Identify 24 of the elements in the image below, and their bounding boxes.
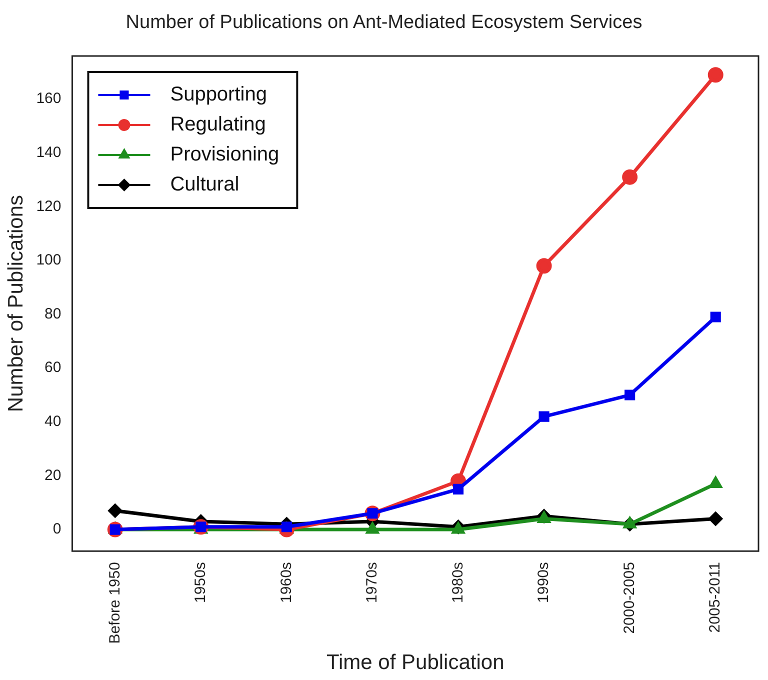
- y-axis-title: Number of Publications: [4, 194, 28, 412]
- x-axis-title: Time of Publication: [326, 651, 504, 674]
- x-tick-label: 2000-2005: [620, 562, 638, 634]
- y-tick-label: 140: [36, 144, 62, 161]
- x-tick-label: 1980s: [449, 562, 466, 603]
- x-tick-label: 2005-2011: [706, 562, 724, 633]
- x-tick-label: 1950s: [192, 562, 210, 603]
- y-tick-label: 160: [36, 90, 62, 108]
- y-tick-label: 100: [36, 252, 62, 269]
- x-tick-label: 1960s: [278, 562, 295, 603]
- legend-label: Cultural: [170, 174, 240, 196]
- y-tick-label: 60: [44, 359, 62, 376]
- x-tick-label: Before 1950: [106, 562, 124, 644]
- y-tick-label: 120: [36, 198, 62, 215]
- chart-title: Number of Publications on Ant-Mediated Ecosystem Services: [124, 12, 644, 34]
- legend-label: Regulating: [170, 114, 266, 136]
- y-tick-label: 80: [44, 305, 62, 322]
- x-tick-label: 1970s: [364, 562, 381, 603]
- y-tick-label: 40: [44, 413, 62, 430]
- legend-label: Supporting: [170, 84, 267, 106]
- y-tick-label: 20: [44, 466, 62, 484]
- x-tick-label: 1990s: [535, 562, 552, 603]
- legend-label: Provisioning: [170, 144, 280, 166]
- y-tick-label: 0: [52, 520, 62, 538]
